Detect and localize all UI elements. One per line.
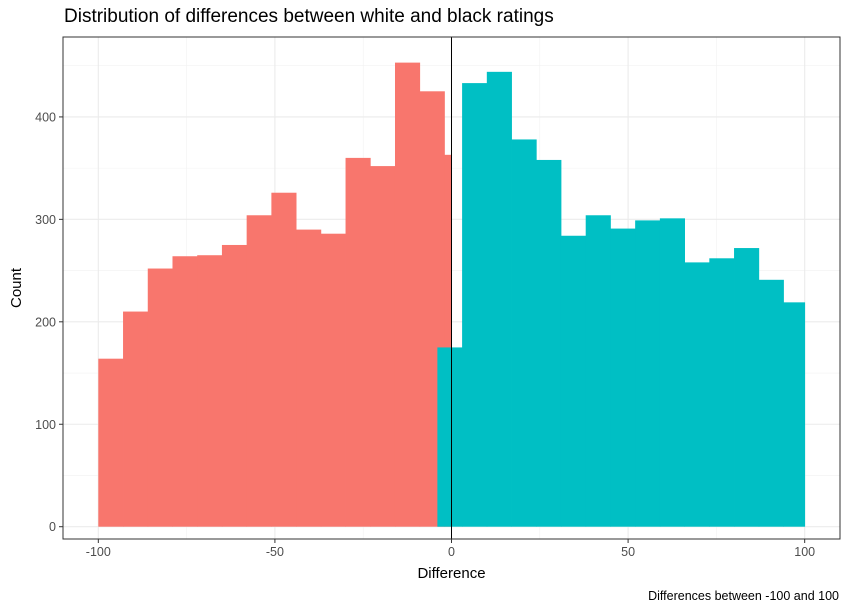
histogram-bar (758, 279, 784, 527)
histogram-bar (296, 229, 322, 527)
y-axis-title: Count (8, 267, 25, 308)
histogram-bar (709, 258, 735, 527)
x-axis-title: Difference (417, 565, 485, 582)
axes: -100 -50 0 50 100 0 100 200 300 400 (35, 110, 815, 559)
histogram-bar (271, 192, 297, 527)
histogram-bar (585, 215, 611, 527)
y-tick-label: 400 (35, 110, 56, 124)
histogram-bar (486, 71, 512, 527)
histogram-bar (635, 220, 661, 527)
histogram-bar (394, 62, 421, 527)
x-tick-label: 0 (448, 545, 455, 559)
x-tick-label: 50 (621, 545, 635, 559)
histogram-bar (345, 157, 371, 527)
histogram-bar (536, 159, 562, 527)
histogram-bar (659, 218, 685, 527)
chart-caption: Differences between -100 and 100 (648, 589, 839, 603)
chart-title: Distribution of differences between whit… (64, 6, 554, 27)
y-tick-label: 300 (35, 213, 56, 227)
histogram-bar (783, 302, 806, 527)
histogram-bar (370, 166, 396, 527)
histogram-bar (610, 228, 636, 527)
y-tick-label: 200 (35, 315, 56, 329)
histogram-bar (172, 256, 198, 527)
histogram-bar (320, 233, 346, 527)
histogram-bar (221, 244, 248, 527)
histogram-bar (123, 311, 149, 527)
histogram-bar (197, 255, 223, 527)
y-tick-label: 0 (49, 520, 56, 534)
histogram-bar (684, 262, 710, 527)
histogram-bar (444, 154, 452, 527)
histogram-bar (98, 358, 124, 527)
bars (98, 62, 806, 527)
x-tick-label: 100 (794, 545, 815, 559)
histogram-bar (437, 347, 463, 527)
histogram-bar (462, 83, 488, 527)
histogram-bar (147, 268, 173, 527)
histogram-bar (560, 235, 587, 527)
x-tick-label: -100 (86, 545, 111, 559)
histogram-bar (511, 139, 537, 527)
histogram-bar (246, 215, 272, 527)
x-tick-label: -50 (266, 545, 284, 559)
histogram-bar (734, 248, 760, 527)
y-tick-label: 100 (35, 418, 56, 432)
